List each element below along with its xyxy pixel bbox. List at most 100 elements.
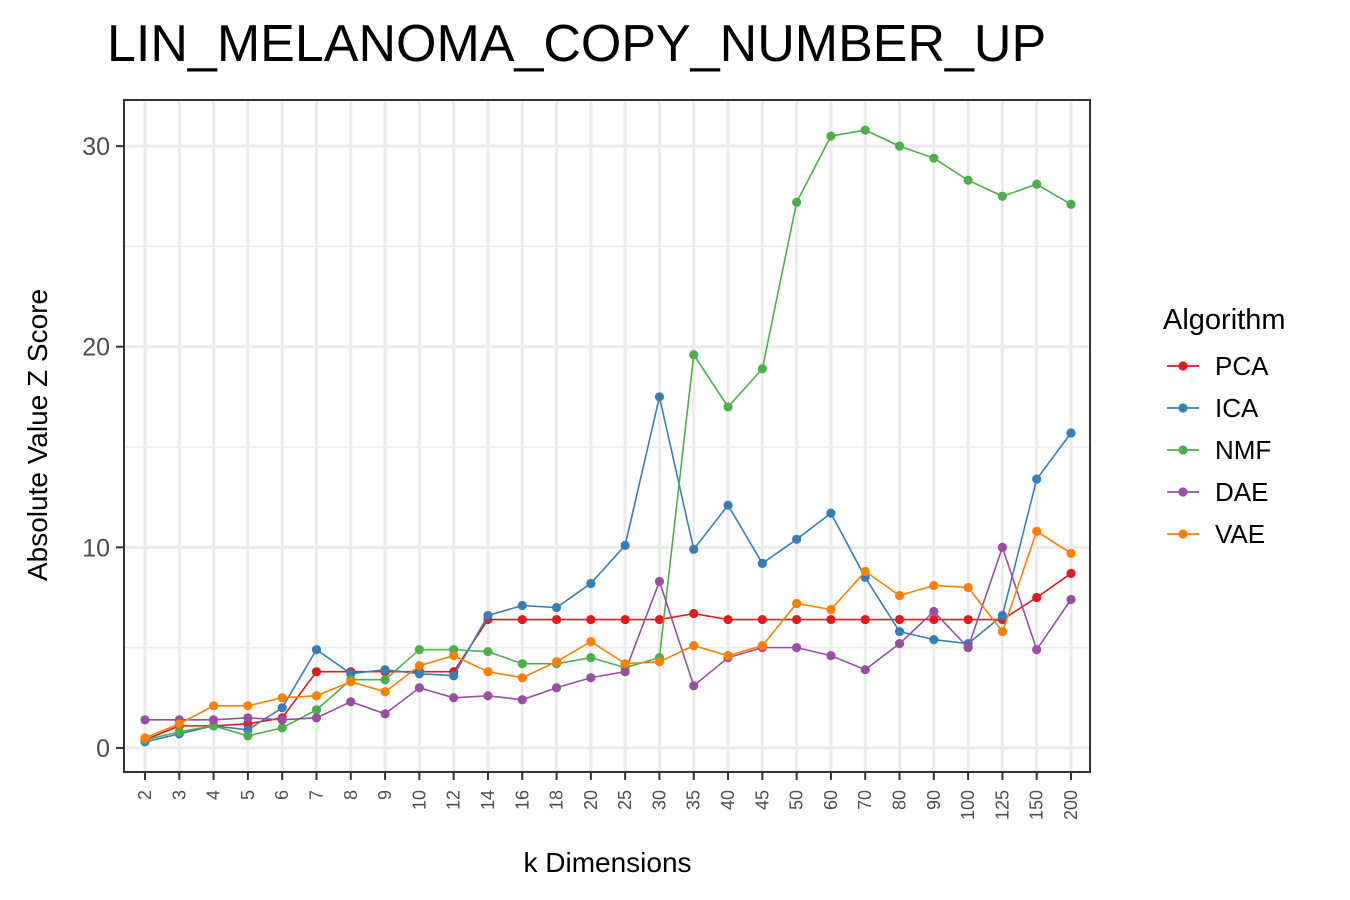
data-point-dae [689, 681, 699, 691]
data-point-pca [517, 614, 527, 625]
x-tick-label: 3 [169, 790, 189, 800]
data-point-ica [414, 669, 424, 679]
series-line-vae [144, 530, 1072, 739]
data-point-vae [551, 657, 562, 667]
data-point-ica [929, 635, 939, 645]
legend-label: NMF [1215, 434, 1272, 465]
data-point-dae [894, 639, 905, 649]
y-tick-label: 10 [82, 534, 110, 562]
data-point-vae [449, 651, 459, 661]
data-point-dae [997, 542, 1008, 552]
legend-key-point [1178, 403, 1188, 413]
data-point-ica [551, 602, 562, 613]
data-point-ica [483, 610, 493, 621]
x-tick-label: 100 [958, 790, 978, 820]
legend-item-nmf: NMF [1163, 429, 1286, 471]
data-point-ica [449, 671, 459, 681]
series-line-nmf [144, 129, 1072, 741]
data-point-dae [449, 693, 459, 703]
x-tick-label: 35 [684, 790, 704, 810]
data-point-ica [277, 703, 287, 713]
data-point-nmf [311, 705, 322, 715]
data-point-nmf [997, 191, 1008, 201]
data-point-vae [517, 673, 527, 683]
x-axis: 2 3 4 5 6 7 8 9 10 12 14 16 18 20 25 30 35 40 45 50 60 70 80 90… [135, 772, 1081, 820]
data-point-dae [929, 606, 939, 617]
data-point-pca [792, 614, 802, 625]
data-point-dae [963, 643, 973, 653]
data-point-dae [551, 683, 562, 693]
legend-key-point [1178, 487, 1188, 497]
series-nmf [140, 125, 1076, 745]
data-point-vae [174, 719, 184, 729]
x-tick-label: 200 [1061, 790, 1081, 820]
data-point-pca [654, 614, 665, 625]
legend-item-ica: ICA [1163, 387, 1286, 429]
data-point-nmf [757, 364, 767, 374]
data-point-pca [1032, 592, 1042, 603]
x-tick-label: 30 [649, 790, 669, 810]
data-point-nmf [586, 653, 596, 663]
data-point-nmf [277, 723, 287, 733]
y-tick-label: 30 [82, 133, 110, 161]
data-point-vae [243, 701, 253, 711]
data-point-pca [311, 667, 322, 677]
x-tick-label: 90 [924, 790, 944, 810]
data-point-pca [860, 614, 870, 625]
data-point-nmf [1066, 199, 1076, 209]
data-point-pca [1066, 568, 1076, 579]
legend-label: PCA [1215, 350, 1269, 381]
x-tick-label: 80 [890, 790, 910, 810]
data-point-dae [1066, 594, 1076, 605]
data-point-nmf [723, 402, 733, 412]
data-point-ica [792, 534, 802, 544]
data-point-pca [586, 614, 596, 625]
data-point-vae [380, 687, 390, 697]
x-tick-label: 10 [409, 790, 429, 810]
data-point-ica [654, 392, 665, 402]
series-layer [140, 125, 1076, 747]
data-point-ica [1032, 474, 1042, 484]
x-tick-label: 20 [581, 790, 601, 810]
legend-item-pca: PCA [1163, 345, 1286, 387]
data-point-nmf [894, 141, 905, 151]
data-point-ica [311, 645, 322, 655]
data-point-vae [1032, 526, 1042, 536]
legend-items: PCA ICA NMF DAE VAE [1163, 345, 1286, 555]
data-point-ica [757, 558, 767, 568]
data-point-nmf [792, 197, 802, 207]
data-point-vae [860, 566, 870, 577]
legend-key-point [1178, 361, 1188, 371]
x-tick-label: 150 [1027, 790, 1047, 820]
series-line-pca [144, 572, 1072, 741]
data-point-vae [311, 691, 322, 701]
x-tick-label: 125 [992, 790, 1012, 820]
data-point-dae [620, 667, 630, 677]
data-point-pca [963, 614, 973, 625]
x-tick-label: 50 [787, 790, 807, 810]
x-tick-label: 18 [547, 790, 567, 810]
data-point-pca [551, 614, 562, 625]
data-point-dae [483, 691, 493, 701]
panel-border [123, 99, 1091, 773]
y-tick-label: 0 [96, 735, 110, 763]
data-point-dae [517, 695, 527, 705]
legend-item-vae: VAE [1163, 513, 1286, 555]
legend-label: DAE [1215, 476, 1269, 507]
data-point-dae [414, 683, 424, 693]
data-point-ica [894, 626, 905, 637]
data-point-vae [586, 637, 596, 647]
data-point-vae [963, 582, 973, 593]
legend-key-point [1178, 445, 1188, 455]
x-tick-label: 40 [718, 790, 738, 810]
x-tick-label: 4 [204, 790, 224, 800]
data-point-dae [277, 715, 287, 725]
data-point-vae [792, 598, 802, 609]
y-tick-label: 20 [82, 334, 110, 362]
legend-key-vae [1167, 529, 1199, 539]
data-point-vae [277, 693, 287, 703]
data-point-ica [723, 500, 733, 510]
legend-key-ica [1167, 403, 1199, 413]
data-point-vae [929, 580, 939, 591]
